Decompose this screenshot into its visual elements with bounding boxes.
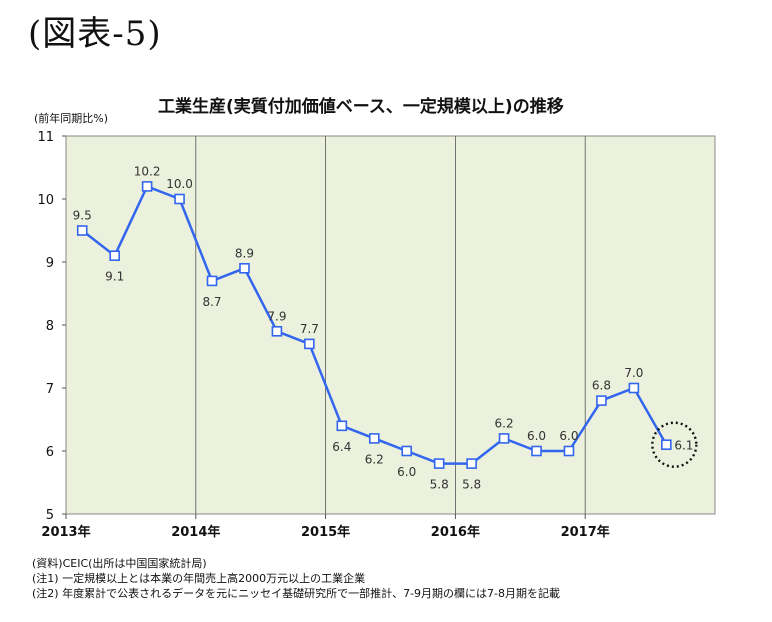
data-point — [596, 395, 607, 406]
highlight-circle — [651, 421, 698, 468]
data-label: 6.1 — [674, 439, 693, 453]
note-2: (注2) 年度累計で公表されるデータを元にニッセイ基礎研究所で一部推計、7-9月… — [32, 587, 561, 600]
data-label: 10.2 — [134, 164, 161, 178]
data-point — [76, 225, 88, 236]
data-point — [563, 445, 575, 457]
data-label: 9.1 — [105, 270, 124, 284]
data-label: 10.0 — [166, 177, 193, 191]
x-tick-label: 2016年 — [431, 524, 480, 540]
x-tick-label: 2013年 — [41, 524, 90, 540]
data-point — [661, 439, 672, 451]
data-point — [239, 262, 250, 274]
data-point — [271, 325, 283, 337]
y-tick-label: 8 — [46, 319, 54, 334]
data-label: 7.9 — [267, 309, 286, 323]
figure-heading: (図表-5) — [28, 14, 162, 54]
x-tick-label: 2014年 — [171, 524, 220, 540]
y-tick-label: 5 — [46, 508, 54, 523]
data-point — [368, 433, 380, 444]
data-point — [141, 181, 153, 192]
data-point — [336, 420, 348, 432]
y-axis-label: (前年同期比%) — [34, 112, 109, 125]
data-label: 8.7 — [202, 295, 221, 309]
y-tick-label: 9 — [46, 256, 54, 271]
data-point — [433, 458, 445, 469]
plot-area — [65, 135, 716, 515]
data-label: 6.0 — [559, 429, 578, 443]
data-label: 6.2 — [365, 452, 384, 466]
chart-title: 工業生産(実質付加価値ベース、一定規模以上)の推移 — [158, 97, 564, 117]
data-label: 6.0 — [527, 429, 546, 443]
data-label: 9.5 — [73, 209, 92, 223]
note-1: (注1) 一定規模以上とは本業の年間売上高2000万元以上の工業企業 — [32, 572, 366, 585]
data-label: 6.2 — [495, 416, 514, 430]
data-label: 7.7 — [300, 322, 319, 336]
source-notes: (資料)CEIC(出所は中国国家統計局) (注1) 一定規模以上とは本業の年間売… — [32, 556, 560, 601]
y-tick-label: 10 — [37, 193, 54, 208]
data-point — [206, 275, 218, 287]
data-point — [174, 193, 185, 205]
data-label: 7.0 — [624, 366, 643, 380]
data-label: 6.4 — [332, 440, 351, 454]
data-point — [531, 445, 542, 457]
x-tick-label: 2017年 — [561, 524, 610, 540]
data-label: 5.8 — [462, 478, 481, 492]
data-point — [304, 338, 315, 350]
y-tick-label: 6 — [46, 445, 54, 460]
data-label: 6.8 — [592, 379, 611, 393]
y-tick-label: 7 — [46, 382, 54, 397]
data-label: 6.0 — [397, 465, 416, 479]
data-point — [401, 445, 413, 457]
y-tick-label: 11 — [37, 130, 54, 145]
data-label: 8.9 — [235, 246, 254, 260]
data-point — [109, 250, 120, 261]
data-label: 5.8 — [430, 478, 449, 492]
data-point — [628, 382, 640, 394]
note-source: (資料)CEIC(出所は中国国家統計局) — [32, 557, 207, 570]
data-point — [498, 433, 510, 444]
x-tick-label: 2015年 — [301, 524, 350, 540]
data-point — [466, 458, 477, 469]
